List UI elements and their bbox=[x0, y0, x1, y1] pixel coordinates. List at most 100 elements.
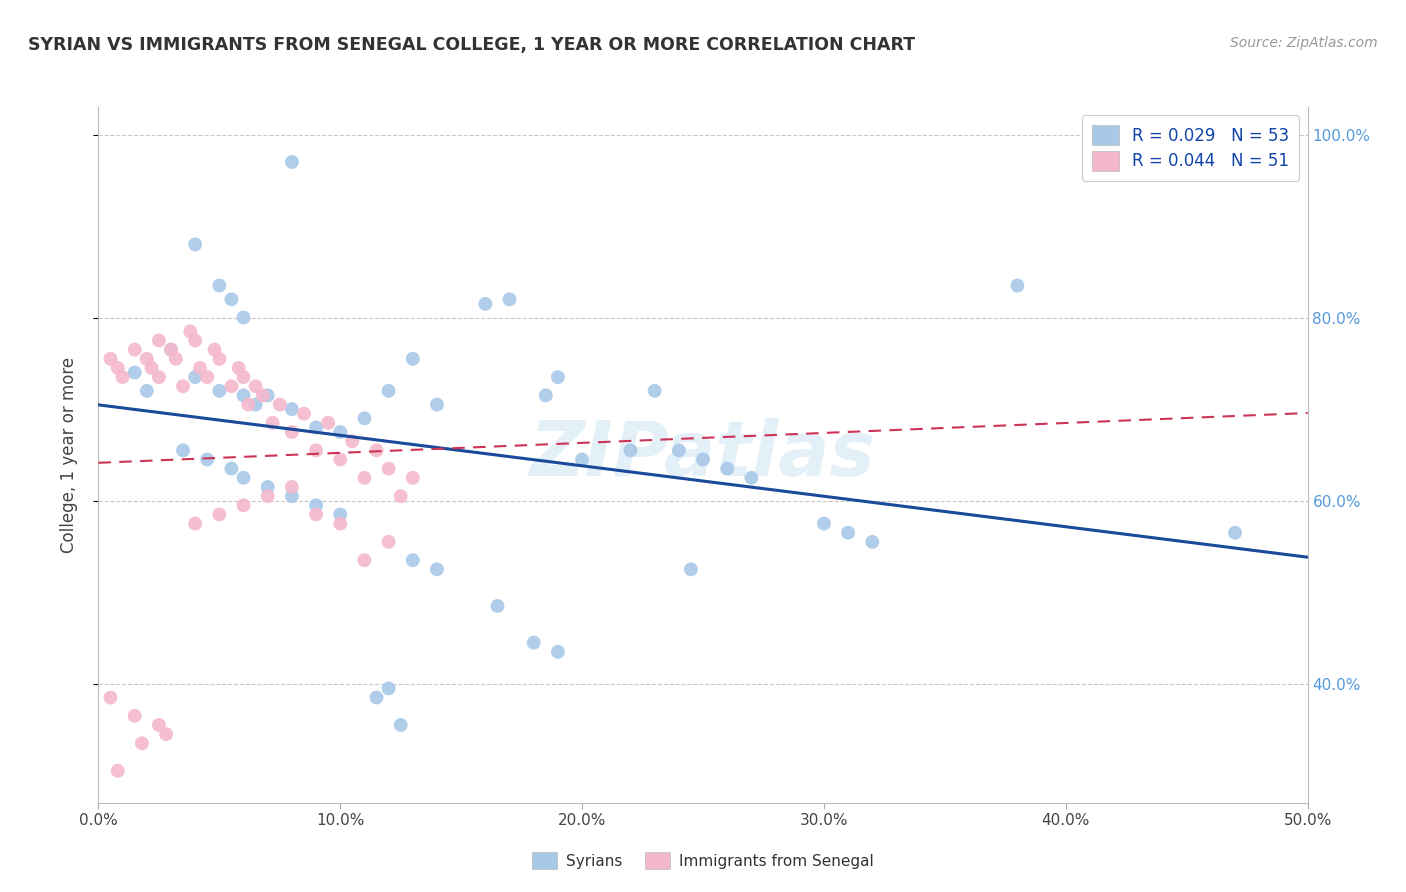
Point bbox=[305, 498, 328, 512]
Point bbox=[172, 379, 194, 393]
Point bbox=[329, 425, 352, 439]
Point bbox=[342, 434, 364, 449]
Point bbox=[692, 452, 714, 467]
Text: Source: ZipAtlas.com: Source: ZipAtlas.com bbox=[1230, 36, 1378, 50]
Point bbox=[860, 534, 883, 549]
Point bbox=[679, 562, 702, 576]
Point bbox=[813, 516, 835, 531]
Point bbox=[498, 293, 520, 307]
Point bbox=[305, 508, 328, 522]
Point bbox=[256, 489, 278, 503]
Point bbox=[232, 498, 254, 512]
Point bbox=[402, 471, 425, 485]
Point bbox=[353, 411, 375, 425]
Point bbox=[160, 343, 183, 357]
Point bbox=[148, 370, 170, 384]
Text: SYRIAN VS IMMIGRANTS FROM SENEGAL COLLEGE, 1 YEAR OR MORE CORRELATION CHART: SYRIAN VS IMMIGRANTS FROM SENEGAL COLLEG… bbox=[28, 36, 915, 54]
Point bbox=[716, 461, 738, 475]
Point bbox=[619, 443, 641, 458]
Point bbox=[208, 278, 231, 293]
Point bbox=[195, 370, 218, 384]
Point bbox=[188, 361, 211, 376]
Point bbox=[329, 452, 352, 467]
Y-axis label: College, 1 year or more: College, 1 year or more bbox=[59, 357, 77, 553]
Point bbox=[305, 443, 328, 458]
Point bbox=[389, 718, 412, 732]
Point bbox=[107, 361, 129, 376]
Point bbox=[281, 489, 304, 503]
Point bbox=[740, 471, 762, 485]
Point bbox=[305, 420, 328, 434]
Point bbox=[256, 388, 278, 402]
Point bbox=[377, 681, 399, 696]
Point bbox=[172, 443, 194, 458]
Point bbox=[179, 324, 201, 338]
Point bbox=[184, 516, 207, 531]
Point bbox=[329, 508, 352, 522]
Point bbox=[232, 471, 254, 485]
Point bbox=[135, 384, 157, 398]
Point bbox=[232, 388, 254, 402]
Point bbox=[426, 562, 449, 576]
Point bbox=[366, 443, 388, 458]
Point bbox=[232, 370, 254, 384]
Point bbox=[208, 508, 231, 522]
Point bbox=[644, 384, 666, 398]
Point bbox=[377, 461, 399, 475]
Point bbox=[141, 361, 163, 376]
Legend: Syrians, Immigrants from Senegal: Syrians, Immigrants from Senegal bbox=[526, 846, 880, 875]
Point bbox=[228, 361, 250, 376]
Point bbox=[155, 727, 177, 741]
Point bbox=[238, 398, 260, 412]
Point bbox=[100, 351, 122, 366]
Point bbox=[353, 471, 375, 485]
Point bbox=[184, 370, 207, 384]
Text: ZIPatlas: ZIPatlas bbox=[530, 418, 876, 491]
Point bbox=[426, 398, 449, 412]
Point bbox=[124, 343, 146, 357]
Point bbox=[232, 310, 254, 325]
Point bbox=[292, 407, 315, 421]
Point bbox=[111, 370, 134, 384]
Point bbox=[668, 443, 690, 458]
Point bbox=[221, 293, 243, 307]
Point bbox=[377, 534, 399, 549]
Point bbox=[329, 516, 352, 531]
Point bbox=[160, 343, 183, 357]
Point bbox=[148, 334, 170, 348]
Point bbox=[353, 553, 375, 567]
Point bbox=[377, 384, 399, 398]
Point bbox=[245, 379, 267, 393]
Point bbox=[256, 480, 278, 494]
Point bbox=[402, 351, 425, 366]
Point bbox=[281, 402, 304, 417]
Point bbox=[221, 461, 243, 475]
Point bbox=[107, 764, 129, 778]
Point bbox=[131, 736, 153, 750]
Point bbox=[837, 525, 859, 540]
Point bbox=[245, 398, 267, 412]
Point bbox=[571, 452, 593, 467]
Point bbox=[281, 480, 304, 494]
Point bbox=[402, 553, 425, 567]
Point bbox=[1007, 278, 1029, 293]
Point bbox=[221, 379, 243, 393]
Point bbox=[269, 398, 291, 412]
Point bbox=[366, 690, 388, 705]
Point bbox=[124, 366, 146, 380]
Point bbox=[184, 334, 207, 348]
Point bbox=[252, 388, 274, 402]
Point bbox=[184, 237, 207, 252]
Point bbox=[474, 297, 496, 311]
Point bbox=[486, 599, 509, 613]
Point bbox=[208, 351, 231, 366]
Point bbox=[389, 489, 412, 503]
Point bbox=[281, 425, 304, 439]
Point bbox=[135, 351, 157, 366]
Point bbox=[208, 384, 231, 398]
Point bbox=[316, 416, 339, 430]
Point bbox=[165, 351, 187, 366]
Point bbox=[195, 452, 218, 467]
Point bbox=[281, 155, 304, 169]
Point bbox=[204, 343, 226, 357]
